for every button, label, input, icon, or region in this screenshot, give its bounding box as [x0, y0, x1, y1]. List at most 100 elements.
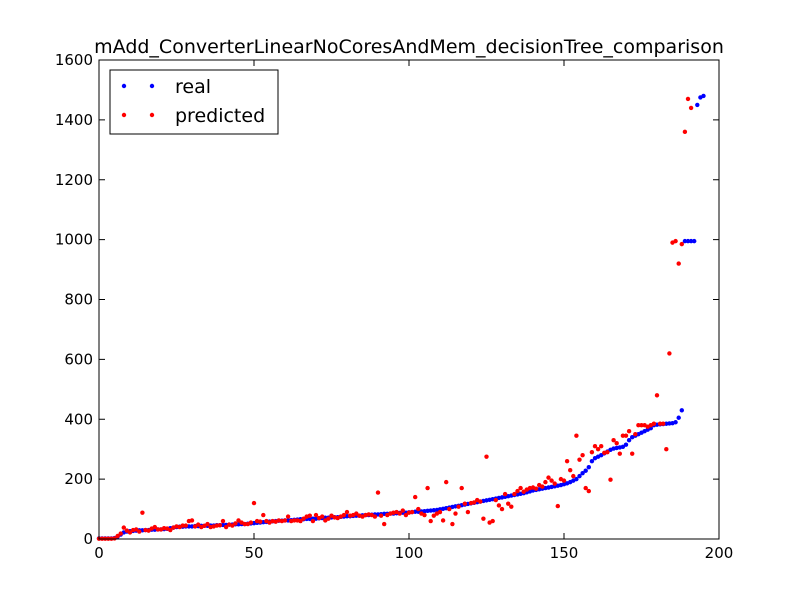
point-predicted	[453, 511, 458, 516]
point-predicted	[574, 433, 579, 438]
point-real	[682, 238, 688, 244]
point-real	[626, 438, 632, 443]
point-real	[679, 408, 684, 413]
y-tick-label: 1600	[55, 51, 93, 69]
point-predicted	[478, 499, 483, 504]
point-predicted	[657, 421, 663, 426]
legend-marker-real-2	[149, 83, 155, 89]
point-predicted	[285, 514, 291, 519]
point-predicted	[506, 501, 511, 506]
point-predicted	[397, 511, 402, 516]
point-predicted	[409, 509, 415, 515]
point-predicted	[307, 513, 312, 518]
point-predicted	[484, 454, 489, 459]
point-real	[695, 102, 700, 108]
point-predicted	[301, 516, 306, 521]
point-real	[580, 470, 585, 476]
point-predicted	[248, 520, 254, 525]
point-predicted	[462, 501, 467, 506]
point-predicted	[496, 503, 502, 508]
point-predicted	[140, 510, 145, 515]
point-predicted	[515, 488, 520, 494]
legend-marker-predicted-1	[121, 112, 127, 118]
x-tick-label: 200	[705, 544, 734, 562]
point-predicted	[320, 514, 325, 519]
point-predicted	[282, 518, 288, 523]
point-predicted	[372, 514, 378, 519]
y-tick-label: 600	[64, 350, 93, 368]
point-predicted	[459, 485, 464, 491]
point-predicted	[518, 485, 523, 491]
point-predicted	[546, 475, 551, 480]
point-predicted	[223, 524, 229, 530]
point-predicted	[592, 443, 598, 449]
chart-title: mAdd_ConverterLinearNoCoresAndMem_decisi…	[94, 36, 724, 58]
point-predicted	[623, 433, 629, 438]
point-predicted	[310, 518, 316, 524]
point-predicted	[540, 484, 545, 489]
point-predicted	[586, 488, 591, 494]
point-predicted	[605, 449, 610, 455]
point-predicted	[651, 421, 657, 426]
point-real	[620, 444, 626, 449]
point-predicted	[378, 513, 384, 518]
point-predicted	[344, 509, 350, 515]
point-predicted	[205, 521, 210, 527]
point-predicted	[633, 432, 638, 437]
point-predicted	[382, 521, 387, 527]
axis-ticks: 0 50 100 150 200 0 200 400 600 800 1000 1200 1400 160…	[55, 51, 734, 562]
plot-background	[99, 60, 719, 539]
point-predicted	[326, 516, 331, 521]
point-predicted	[416, 506, 421, 512]
point-predicted	[189, 518, 195, 523]
point-predicted	[146, 528, 151, 533]
point-predicted	[688, 105, 694, 111]
point-real	[685, 238, 691, 244]
point-real	[574, 476, 579, 482]
point-predicted	[639, 423, 644, 428]
point-predicted	[422, 512, 427, 518]
point-predicted	[261, 512, 266, 518]
point-predicted	[431, 513, 436, 518]
point-predicted	[313, 512, 319, 518]
point-predicted	[413, 494, 418, 500]
x-tick-label: 100	[395, 544, 424, 562]
point-predicted	[400, 508, 405, 513]
point-real	[583, 468, 588, 473]
y-tick-label: 1000	[55, 231, 93, 249]
point-real	[676, 415, 681, 420]
point-predicted	[552, 481, 557, 486]
point-predicted	[168, 527, 173, 533]
legend-marker-predicted-2	[149, 112, 155, 118]
point-predicted	[196, 522, 201, 527]
point-predicted	[509, 504, 514, 509]
point-predicted	[685, 96, 691, 102]
point-predicted	[220, 518, 226, 524]
y-tick-label: 800	[64, 291, 93, 309]
point-predicted	[521, 489, 526, 494]
point-predicted	[183, 523, 188, 528]
point-predicted	[673, 238, 678, 244]
point-predicted	[620, 433, 626, 438]
point-predicted	[251, 500, 257, 506]
x-tick-label: 0	[94, 544, 104, 562]
point-predicted	[375, 490, 381, 495]
point-predicted	[664, 446, 669, 452]
point-real	[589, 458, 595, 464]
point-predicted	[456, 504, 461, 509]
point-real	[701, 93, 706, 99]
point-predicted	[617, 451, 622, 456]
point-predicted	[654, 393, 660, 398]
point-predicted	[155, 527, 161, 532]
point-predicted	[242, 521, 247, 527]
point-predicted	[561, 478, 567, 483]
point-predicted	[444, 479, 449, 485]
point-predicted	[571, 473, 576, 479]
point-predicted	[233, 521, 238, 526]
point-real	[623, 442, 629, 447]
point-predicted	[428, 518, 433, 524]
point-predicted	[682, 129, 688, 135]
y-tick-label: 0	[83, 530, 93, 548]
point-real	[577, 473, 582, 479]
